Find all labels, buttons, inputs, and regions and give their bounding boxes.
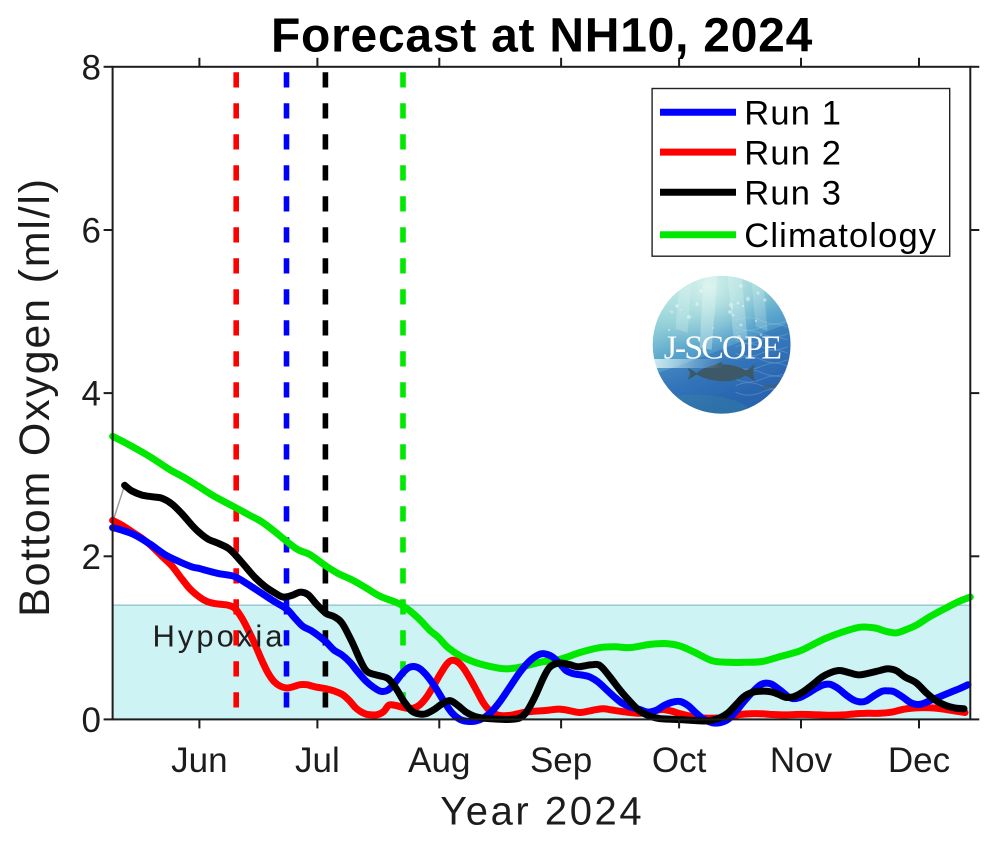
svg-text:Jun: Jun: [171, 741, 227, 780]
svg-text:2: 2: [82, 538, 101, 577]
svg-text:Year 2024: Year 2024: [440, 790, 644, 834]
svg-text:Run 1: Run 1: [744, 95, 842, 133]
svg-text:6: 6: [82, 212, 101, 251]
svg-text:Oct: Oct: [652, 741, 707, 780]
svg-text:0: 0: [82, 701, 101, 740]
svg-text:8: 8: [82, 48, 101, 87]
svg-text:Climatology: Climatology: [744, 217, 937, 255]
svg-text:Forecast at NH10, 2024: Forecast at NH10, 2024: [271, 10, 813, 63]
svg-text:Bottom Oxygen (ml/l): Bottom Oxygen (ml/l): [11, 177, 59, 617]
svg-text:Jul: Jul: [295, 741, 340, 780]
svg-text:Run 2: Run 2: [744, 134, 842, 172]
svg-text:Dec: Dec: [888, 741, 950, 780]
svg-text:4: 4: [82, 375, 101, 414]
svg-text:Nov: Nov: [770, 741, 833, 780]
svg-text:Hypoxia: Hypoxia: [153, 619, 286, 654]
svg-text:J-SCOPE: J-SCOPE: [664, 330, 782, 367]
svg-text:Aug: Aug: [408, 741, 470, 780]
svg-text:Sep: Sep: [530, 741, 592, 780]
svg-text:Run 3: Run 3: [744, 174, 842, 212]
